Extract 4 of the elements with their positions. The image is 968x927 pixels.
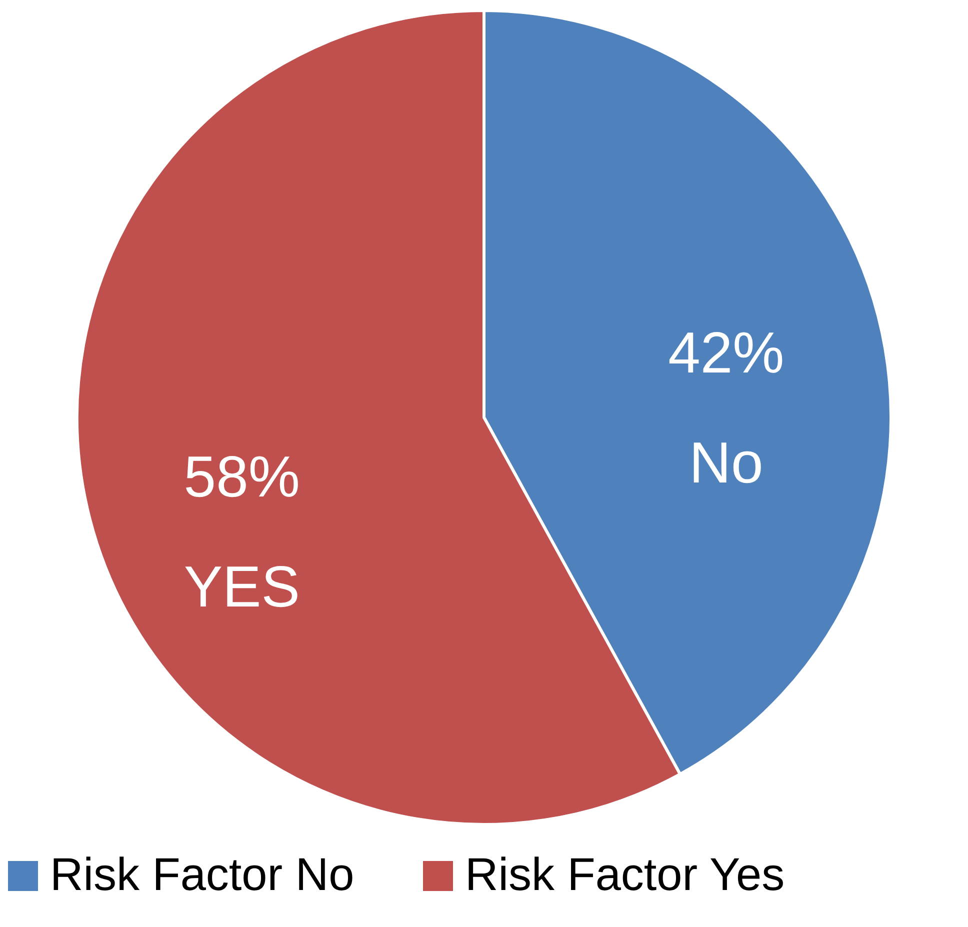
data-label: 58% YES [184, 444, 300, 620]
legend-label: Risk Factor No [50, 848, 354, 900]
data-label: 42% No [668, 320, 784, 496]
legend-label: Risk Factor Yes [465, 848, 785, 900]
